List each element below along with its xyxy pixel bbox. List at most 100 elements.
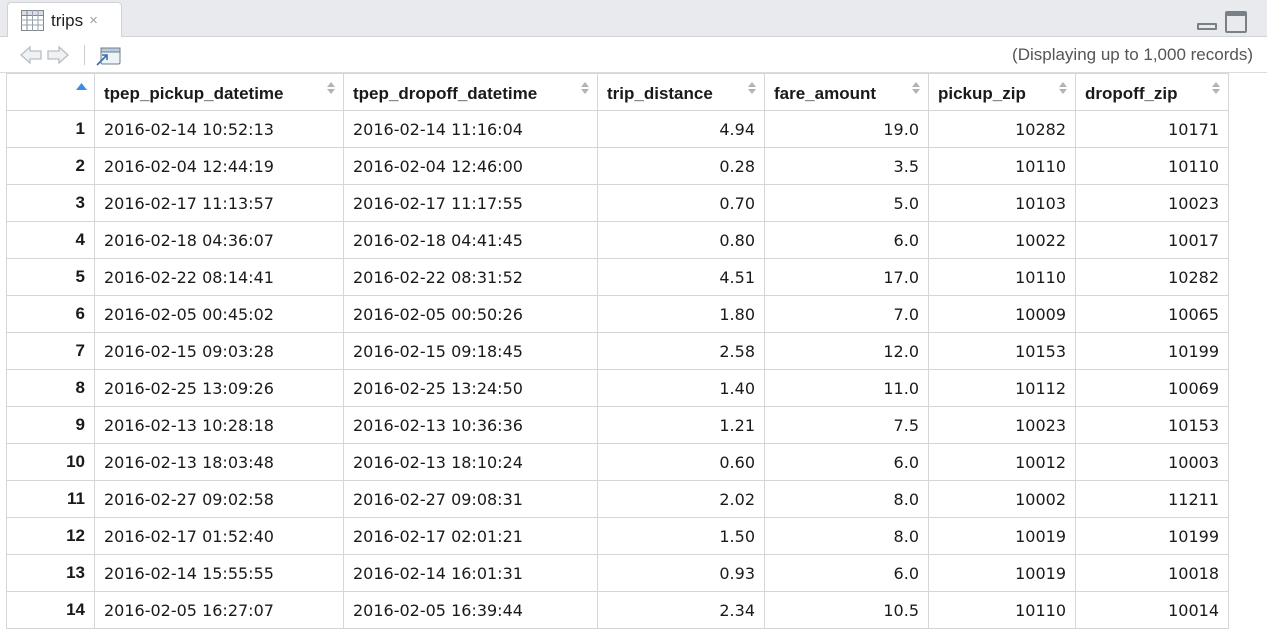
dropoff-datetime-cell: 2016-02-17 11:17:55	[343, 184, 598, 222]
dropoff-datetime-cell: 2016-02-17 02:01:21	[343, 517, 598, 555]
pickup-zip-cell: 10282	[928, 110, 1076, 148]
pickup-datetime-cell: 2016-02-22 08:14:41	[94, 258, 344, 296]
minimize-icon	[1197, 23, 1217, 30]
dropoff-zip-cell: 10023	[1075, 184, 1229, 222]
row-number: 7	[6, 332, 95, 370]
table-row[interactable]: 8 2016-02-25 13:09:26 2016-02-25 13:24:5…	[6, 369, 1229, 407]
table-row[interactable]: 10 2016-02-13 18:03:48 2016-02-13 18:10:…	[6, 443, 1229, 481]
forward-arrow-icon[interactable]	[46, 45, 70, 65]
pickup-zip-cell: 10110	[928, 147, 1076, 185]
column-header[interactable]: pickup_zip	[928, 73, 1076, 111]
row-number: 11	[6, 480, 95, 518]
pickup-zip-cell: 10022	[928, 221, 1076, 259]
trip-distance-cell: 1.50	[597, 517, 765, 555]
trip-distance-cell: 1.40	[597, 369, 765, 407]
trip-distance-cell: 2.58	[597, 332, 765, 370]
pickup-datetime-cell: 2016-02-27 09:02:58	[94, 480, 344, 518]
dropoff-zip-cell: 10199	[1075, 332, 1229, 370]
sort-icon	[748, 82, 756, 94]
pickup-datetime-cell: 2016-02-13 18:03:48	[94, 443, 344, 481]
data-grid: tpep_pickup_datetime tpep_dropoff_dateti…	[6, 73, 1229, 629]
dropoff-zip-cell: 10065	[1075, 295, 1229, 333]
row-number: 4	[6, 221, 95, 259]
table-row[interactable]: 4 2016-02-18 04:36:07 2016-02-18 04:41:4…	[6, 221, 1229, 259]
pickup-datetime-cell: 2016-02-17 01:52:40	[94, 517, 344, 555]
row-number: 12	[6, 517, 95, 555]
column-header[interactable]: tpep_dropoff_datetime	[343, 73, 598, 111]
pickup-zip-cell: 10019	[928, 554, 1076, 592]
pickup-datetime-cell: 2016-02-15 09:03:28	[94, 332, 344, 370]
table-row[interactable]: 14 2016-02-05 16:27:07 2016-02-05 16:39:…	[6, 591, 1229, 629]
table-row[interactable]: 12 2016-02-17 01:52:40 2016-02-17 02:01:…	[6, 517, 1229, 555]
rownum-header[interactable]	[6, 73, 95, 111]
pickup-datetime-cell: 2016-02-25 13:09:26	[94, 369, 344, 407]
dropoff-zip-cell: 10110	[1075, 147, 1229, 185]
dropoff-datetime-cell: 2016-02-18 04:41:45	[343, 221, 598, 259]
fare-amount-cell: 11.0	[764, 369, 929, 407]
column-header[interactable]: trip_distance	[597, 73, 765, 111]
row-number: 3	[6, 184, 95, 222]
pickup-zip-cell: 10110	[928, 591, 1076, 629]
pickup-datetime-cell: 2016-02-17 11:13:57	[94, 184, 344, 222]
table-row[interactable]: 9 2016-02-13 10:28:18 2016-02-13 10:36:3…	[6, 406, 1229, 444]
table-row[interactable]: 5 2016-02-22 08:14:41 2016-02-22 08:31:5…	[6, 258, 1229, 296]
trip-distance-cell: 2.02	[597, 480, 765, 518]
pickup-datetime-cell: 2016-02-14 15:55:55	[94, 554, 344, 592]
tab-trips[interactable]: trips ×	[7, 2, 122, 38]
table-row[interactable]: 11 2016-02-27 09:02:58 2016-02-27 09:08:…	[6, 480, 1229, 518]
pickup-zip-cell: 10110	[928, 258, 1076, 296]
fare-amount-cell: 3.5	[764, 147, 929, 185]
table-row[interactable]: 7 2016-02-15 09:03:28 2016-02-15 09:18:4…	[6, 332, 1229, 370]
row-number: 6	[6, 295, 95, 333]
dropoff-datetime-cell: 2016-02-05 00:50:26	[343, 295, 598, 333]
table-row[interactable]: 2 2016-02-04 12:44:19 2016-02-04 12:46:0…	[6, 147, 1229, 185]
show-in-new-window-icon[interactable]	[96, 45, 122, 67]
header-row: tpep_pickup_datetime tpep_dropoff_dateti…	[6, 73, 1229, 111]
sort-icon	[327, 82, 335, 94]
pickup-zip-cell: 10153	[928, 332, 1076, 370]
trip-distance-cell: 1.21	[597, 406, 765, 444]
trip-distance-cell: 0.93	[597, 554, 765, 592]
pickup-zip-cell: 10023	[928, 406, 1076, 444]
table-row[interactable]: 6 2016-02-05 00:45:02 2016-02-05 00:50:2…	[6, 295, 1229, 333]
pickup-zip-cell: 10002	[928, 480, 1076, 518]
row-number: 10	[6, 443, 95, 481]
dropoff-zip-cell: 10069	[1075, 369, 1229, 407]
row-number: 1	[6, 110, 95, 148]
fare-amount-cell: 6.0	[764, 221, 929, 259]
dropoff-datetime-cell: 2016-02-13 18:10:24	[343, 443, 598, 481]
dropoff-zip-cell: 10017	[1075, 221, 1229, 259]
fare-amount-cell: 10.5	[764, 591, 929, 629]
trip-distance-cell: 0.28	[597, 147, 765, 185]
fare-amount-cell: 8.0	[764, 480, 929, 518]
trip-distance-cell: 2.34	[597, 591, 765, 629]
records-status: (Displaying up to 1,000 records)	[1012, 45, 1253, 64]
column-header[interactable]: tpep_pickup_datetime	[94, 73, 344, 111]
fare-amount-cell: 6.0	[764, 443, 929, 481]
column-header-label: pickup_zip	[938, 84, 1026, 103]
table-row[interactable]: 13 2016-02-14 15:55:55 2016-02-14 16:01:…	[6, 554, 1229, 592]
pickup-datetime-cell: 2016-02-13 10:28:18	[94, 406, 344, 444]
dropoff-datetime-cell: 2016-02-13 10:36:36	[343, 406, 598, 444]
sort-ascending-icon	[76, 83, 87, 90]
close-icon[interactable]: ×	[89, 12, 98, 29]
dropoff-datetime-cell: 2016-02-04 12:46:00	[343, 147, 598, 185]
column-header[interactable]: dropoff_zip	[1075, 73, 1229, 111]
fare-amount-cell: 17.0	[764, 258, 929, 296]
trip-distance-cell: 0.70	[597, 184, 765, 222]
dropoff-datetime-cell: 2016-02-25 13:24:50	[343, 369, 598, 407]
pickup-zip-cell: 10103	[928, 184, 1076, 222]
back-arrow-icon[interactable]	[19, 45, 43, 65]
table-row[interactable]: 1 2016-02-14 10:52:13 2016-02-14 11:16:0…	[6, 110, 1229, 148]
column-header[interactable]: fare_amount	[764, 73, 929, 111]
row-number: 5	[6, 258, 95, 296]
pickup-datetime-cell: 2016-02-18 04:36:07	[94, 221, 344, 259]
table-icon	[21, 10, 44, 31]
table-row[interactable]: 3 2016-02-17 11:13:57 2016-02-17 11:17:5…	[6, 184, 1229, 222]
minimize-pane-button[interactable]	[1196, 11, 1218, 33]
trip-distance-cell: 4.94	[597, 110, 765, 148]
pickup-zip-cell: 10009	[928, 295, 1076, 333]
fare-amount-cell: 12.0	[764, 332, 929, 370]
maximize-pane-button[interactable]	[1225, 11, 1247, 33]
sort-icon	[1059, 82, 1067, 94]
